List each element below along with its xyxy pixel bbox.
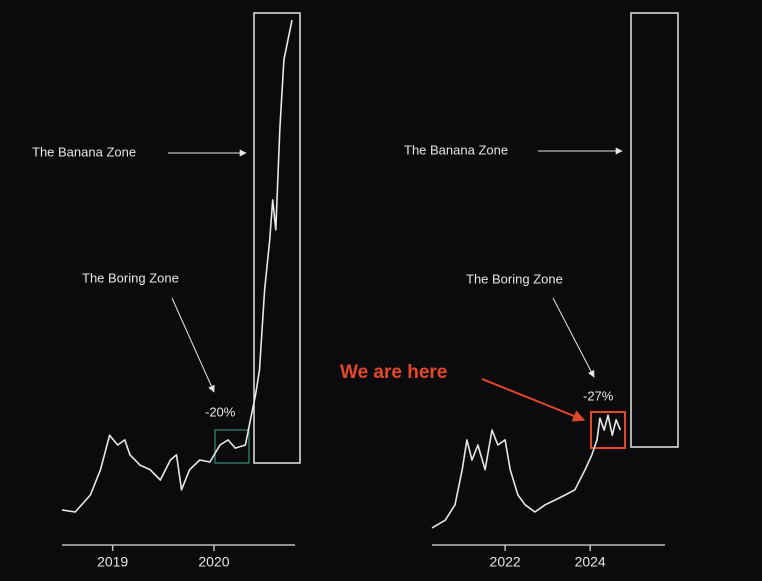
annotation: The Boring Zone [466,271,563,286]
annotation: -27% [583,388,614,403]
annotation: -20% [205,404,236,419]
annotation: We are here [340,362,447,383]
annotation: The Banana Zone [32,144,136,159]
x-tick-label: 2022 [490,554,521,570]
banana-zone-box [630,12,679,448]
annotation: The Banana Zone [404,142,508,157]
price-line [431,414,622,529]
x-tick-label: 2024 [575,554,606,570]
arrow [481,378,586,422]
x-tick-label: 2019 [97,554,128,570]
here-box [590,411,626,449]
price-line [61,19,293,513]
arrow [171,297,215,393]
boring-zone-box [214,429,250,464]
arrow [552,297,595,378]
banana-zone-box [253,12,301,464]
annotation: The Boring Zone [82,270,179,285]
x-tick-label: 2020 [198,554,229,570]
